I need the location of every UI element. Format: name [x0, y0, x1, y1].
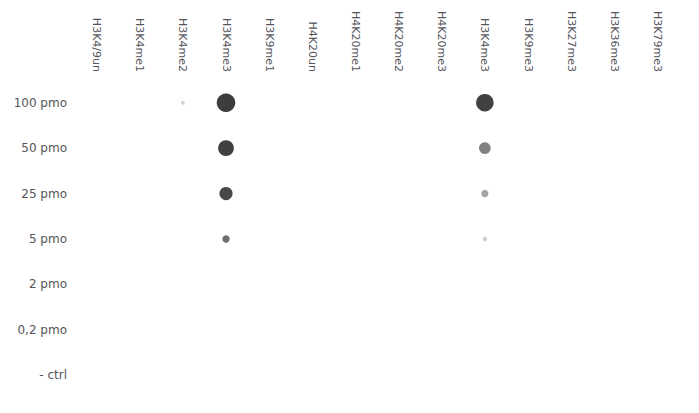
svg-text:H3K79me3: H3K79me3	[651, 11, 664, 72]
svg-text:H3K36me3: H3K36me3	[608, 11, 621, 72]
svg-text:H3K9me1: H3K9me1	[263, 18, 276, 72]
svg-text:- ctrl: - ctrl	[39, 368, 67, 382]
svg-text:H4K20me3: H4K20me3	[435, 11, 448, 72]
svg-text:H4K20me1: H4K20me1	[349, 11, 362, 72]
svg-text:25 pmo: 25 pmo	[21, 187, 67, 201]
svg-text:H3K4me1: H3K4me1	[133, 18, 146, 72]
svg-text:H3K27me3: H3K27me3	[565, 11, 578, 72]
svg-text:2 pmo: 2 pmo	[29, 277, 67, 291]
svg-text:H3K4me3: H3K4me3	[478, 18, 491, 72]
svg-text:H3K4me2: H3K4me2	[176, 18, 189, 72]
svg-text:H3K9me3: H3K9me3	[522, 18, 535, 72]
svg-text:H3K4/9un: H3K4/9un	[90, 18, 103, 72]
svg-text:H4K20me2: H4K20me2	[392, 11, 405, 72]
svg-text:5 pmo: 5 pmo	[29, 232, 67, 246]
svg-text:0,2 pmo: 0,2 pmo	[17, 323, 67, 337]
svg-text:H3K4me3: H3K4me3	[220, 18, 233, 72]
svg-text:100 pmo: 100 pmo	[14, 96, 67, 110]
svg-text:H4K20un: H4K20un	[306, 22, 319, 72]
svg-text:50 pmo: 50 pmo	[21, 141, 67, 155]
